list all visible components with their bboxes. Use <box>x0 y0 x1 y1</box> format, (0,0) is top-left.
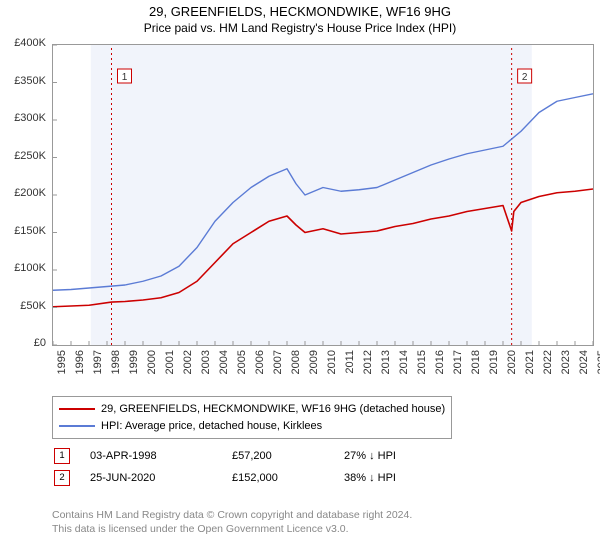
y-tick-label: £100K <box>0 262 46 274</box>
x-tick-label: 1995 <box>56 350 68 380</box>
transaction-pct: 27% ↓ HPI <box>344 446 406 466</box>
marker-badge: 1 <box>54 448 70 464</box>
chart-subtitle: Price paid vs. HM Land Registry's House … <box>0 19 600 39</box>
y-tick-label: £250K <box>0 150 46 162</box>
x-tick-label: 2014 <box>398 350 410 380</box>
transaction-table: 1 03-APR-1998£57,20027% ↓ HPI 2 25-JUN-2020… <box>52 444 408 490</box>
svg-text:1: 1 <box>122 72 128 83</box>
y-tick-label: £200K <box>0 187 46 199</box>
x-tick-label: 1998 <box>110 350 122 380</box>
x-tick-label: 2012 <box>362 350 374 380</box>
credits-line-2: This data is licensed under the Open Gov… <box>52 522 412 536</box>
legend-entry: HPI: Average price, detached house, Kirk… <box>59 418 445 435</box>
x-tick-label: 2003 <box>200 350 212 380</box>
x-tick-label: 2015 <box>416 350 428 380</box>
y-tick-label: £300K <box>0 112 46 124</box>
y-tick-label: £150K <box>0 225 46 237</box>
x-tick-label: 2004 <box>218 350 230 380</box>
x-tick-label: 2024 <box>578 350 590 380</box>
x-tick-label: 2010 <box>326 350 338 380</box>
x-tick-label: 1999 <box>128 350 140 380</box>
credits: Contains HM Land Registry data © Crown c… <box>52 508 412 536</box>
x-tick-label: 2016 <box>434 350 446 380</box>
x-tick-label: 2023 <box>560 350 572 380</box>
transaction-price: £152,000 <box>232 468 342 488</box>
svg-text:2: 2 <box>522 72 528 83</box>
x-tick-label: 2017 <box>452 350 464 380</box>
chart-title: 29, GREENFIELDS, HECKMONDWIKE, WF16 9HG <box>0 0 600 19</box>
x-tick-label: 2007 <box>272 350 284 380</box>
x-tick-label: 2020 <box>506 350 518 380</box>
legend-swatch <box>59 425 95 427</box>
legend-label: 29, GREENFIELDS, HECKMONDWIKE, WF16 9HG … <box>101 403 445 415</box>
x-tick-label: 1997 <box>92 350 104 380</box>
legend-entry: 29, GREENFIELDS, HECKMONDWIKE, WF16 9HG … <box>59 401 445 418</box>
x-tick-label: 2005 <box>236 350 248 380</box>
transaction-date: 25-JUN-2020 <box>90 468 230 488</box>
x-tick-label: 2006 <box>254 350 266 380</box>
x-tick-label: 2000 <box>146 350 158 380</box>
y-tick-label: £0 <box>0 337 46 349</box>
legend-swatch <box>59 408 95 410</box>
y-tick-label: £50K <box>0 300 46 312</box>
table-row: 1 03-APR-1998£57,20027% ↓ HPI <box>54 446 406 466</box>
x-tick-label: 1996 <box>74 350 86 380</box>
marker-badge: 2 <box>54 470 70 486</box>
x-tick-label: 2001 <box>164 350 176 380</box>
x-tick-label: 2025 <box>596 350 600 380</box>
y-tick-label: £350K <box>0 75 46 87</box>
transaction-price: £57,200 <box>232 446 342 466</box>
x-tick-label: 2013 <box>380 350 392 380</box>
transaction-pct: 38% ↓ HPI <box>344 468 406 488</box>
chart-plot-area: 12 <box>52 44 594 346</box>
legend-label: HPI: Average price, detached house, Kirk… <box>101 420 322 432</box>
legend: 29, GREENFIELDS, HECKMONDWIKE, WF16 9HG … <box>52 396 452 439</box>
x-tick-label: 2018 <box>470 350 482 380</box>
x-tick-label: 2009 <box>308 350 320 380</box>
x-tick-label: 2022 <box>542 350 554 380</box>
x-tick-label: 2008 <box>290 350 302 380</box>
table-row: 2 25-JUN-2020£152,00038% ↓ HPI <box>54 468 406 488</box>
x-tick-label: 2002 <box>182 350 194 380</box>
x-tick-label: 2021 <box>524 350 536 380</box>
x-tick-label: 2011 <box>344 350 356 380</box>
transaction-date: 03-APR-1998 <box>90 446 230 466</box>
chart-svg: 12 <box>53 45 593 345</box>
credits-line-1: Contains HM Land Registry data © Crown c… <box>52 508 412 522</box>
y-tick-label: £400K <box>0 37 46 49</box>
x-tick-label: 2019 <box>488 350 500 380</box>
